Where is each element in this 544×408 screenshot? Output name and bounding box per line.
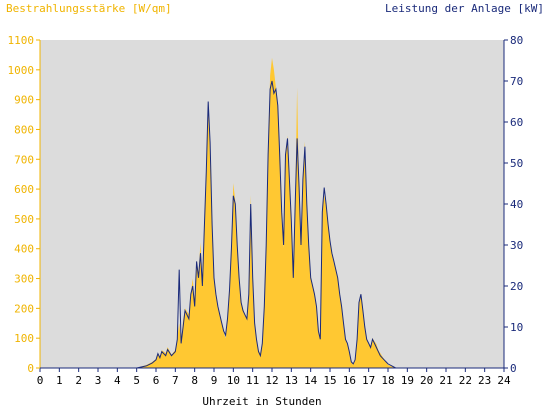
- x-tick-label: 19: [401, 374, 414, 387]
- y-left-tick-label: 400: [14, 243, 34, 256]
- y-left-tick-label: 1000: [8, 64, 35, 77]
- y-right-tick-label: 50: [510, 157, 523, 170]
- right-axis-title: Leistung der Anlage [kW]: [385, 2, 544, 15]
- y-left-tick-label: 700: [14, 153, 34, 166]
- x-tick-label: 20: [420, 374, 433, 387]
- y-left-tick-label: 200: [14, 302, 34, 315]
- left-axis-title: Bestrahlungsstärke [W/qm]: [6, 2, 172, 15]
- x-tick-label: 22: [459, 374, 472, 387]
- x-tick-label: 0: [37, 374, 44, 387]
- x-tick-label: 21: [439, 374, 452, 387]
- x-tick-label: 8: [191, 374, 198, 387]
- x-tick-label: 13: [285, 374, 298, 387]
- x-tick-label: 11: [246, 374, 259, 387]
- x-tick-label: 23: [478, 374, 491, 387]
- y-left-tick-label: 300: [14, 273, 34, 286]
- y-right-tick-label: 20: [510, 280, 523, 293]
- series-layer: [40, 57, 504, 369]
- x-tick-label: 17: [362, 374, 375, 387]
- y-right-tick-label: 0: [510, 362, 517, 375]
- y-left-tick-label: 1100: [8, 34, 35, 47]
- x-tick-label: 10: [227, 374, 240, 387]
- x-tick-label: 12: [265, 374, 278, 387]
- irradiance-area: [40, 57, 504, 369]
- x-tick-label: 2: [75, 374, 82, 387]
- y-left-tick-label: 0: [27, 362, 34, 375]
- x-axis-title: Uhrzeit in Stunden: [202, 395, 321, 408]
- y-right-tick-label: 60: [510, 116, 523, 129]
- x-tick-label: 15: [323, 374, 336, 387]
- x-tick-label: 18: [381, 374, 394, 387]
- y-left-tick-label: 800: [14, 123, 34, 136]
- y-right-tick-label: 70: [510, 75, 523, 88]
- y-left-tick-label: 500: [14, 213, 34, 226]
- x-tick-label: 6: [153, 374, 160, 387]
- x-tick-label: 3: [95, 374, 102, 387]
- x-tick-label: 9: [211, 374, 218, 387]
- y-right-tick-label: 40: [510, 198, 523, 211]
- y-right-tick-label: 80: [510, 34, 523, 47]
- ticks-layer: 0 1 2 3 4 5 6 7 8 9 10 11 12 13 14 15 16 17 18 19 20 21 22 23 24…: [8, 34, 524, 387]
- x-tick-label: 14: [304, 374, 318, 387]
- power-line: [40, 80, 504, 369]
- y-right-tick-label: 30: [510, 239, 523, 252]
- y-left-tick-label: 900: [14, 94, 34, 107]
- y-left-tick-label: 100: [14, 332, 34, 345]
- x-tick-label: 1: [56, 374, 63, 387]
- x-tick-label: 7: [172, 374, 179, 387]
- y-right-tick-label: 10: [510, 321, 523, 334]
- x-tick-label: 4: [114, 374, 121, 387]
- x-tick-label: 5: [133, 374, 140, 387]
- x-tick-label: 16: [343, 374, 356, 387]
- y-left-tick-label: 600: [14, 183, 34, 196]
- x-tick-label: 24: [497, 374, 511, 387]
